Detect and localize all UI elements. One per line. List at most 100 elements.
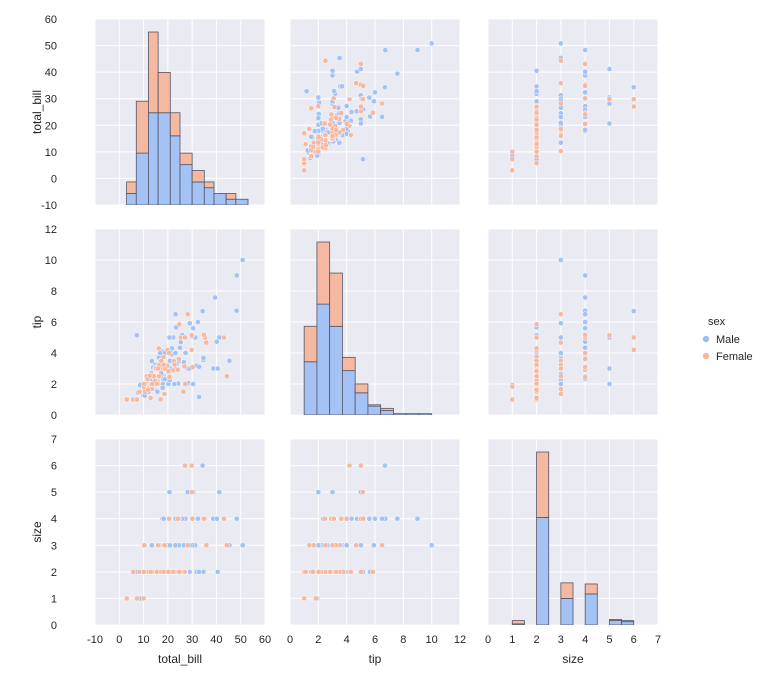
scatter-point-male xyxy=(336,55,343,61)
scatter-point-female xyxy=(509,167,516,174)
scatter-point-female xyxy=(329,133,336,139)
hist-bar-female xyxy=(380,407,394,411)
scatter-point-female xyxy=(379,542,385,549)
scatter-point-female xyxy=(166,515,172,522)
scatter-point-female xyxy=(203,339,210,346)
scatter-point-female xyxy=(333,115,339,121)
scatter-point-male xyxy=(239,542,246,549)
scatter-point-female xyxy=(166,374,173,380)
scatter-point-female xyxy=(558,339,564,346)
scatter-point-female xyxy=(134,396,140,403)
scatter-point-female xyxy=(333,569,339,575)
scatter-point-male xyxy=(213,515,220,522)
scatter-point-female xyxy=(155,542,161,549)
scatter-point-female xyxy=(558,391,564,397)
scatter-point-male xyxy=(558,120,564,126)
scatter-point-female xyxy=(322,542,329,549)
scatter-point-male xyxy=(357,542,364,549)
panel-total_bill-vs-total_bill xyxy=(94,18,266,206)
hist-bar-male xyxy=(316,303,331,415)
scatter-point-female xyxy=(188,489,195,495)
scatter-point-male xyxy=(196,394,202,400)
y-tick-label: 2 xyxy=(51,379,57,391)
scatter-point-female xyxy=(165,368,172,374)
scatter-point-female xyxy=(157,396,164,403)
panel-content xyxy=(511,451,635,625)
scatter-point-female xyxy=(533,116,540,123)
legend-label-female: Female xyxy=(716,351,753,363)
scatter-point-female xyxy=(630,103,637,110)
hist-bar-female xyxy=(157,71,171,114)
scatter-point-female xyxy=(155,365,161,372)
scatter-point-female xyxy=(606,96,613,102)
scatter-point-female xyxy=(147,395,154,401)
scatter-point-female xyxy=(558,126,564,132)
scatter-point-male xyxy=(199,308,206,314)
scatter-point-female xyxy=(130,569,137,575)
scatter-point-female xyxy=(370,109,376,116)
scatter-point-male xyxy=(166,489,173,495)
x-tick-label: 20 xyxy=(162,634,174,646)
hist-bar-female xyxy=(316,241,331,305)
hist-bar-male xyxy=(169,135,181,205)
scatter-point-female xyxy=(533,361,540,368)
hist-bar-female xyxy=(169,112,181,137)
scatter-point-female xyxy=(315,139,322,146)
hist-bar-male xyxy=(405,413,420,415)
x-tick-label: 5 xyxy=(606,634,612,646)
panel-tip-vs-tip xyxy=(289,228,461,416)
hist-bar-male xyxy=(148,112,159,205)
scatter-point-female xyxy=(533,160,540,166)
scatter-point-male xyxy=(172,350,179,356)
hist-bar-male xyxy=(393,413,407,415)
scatter-point-male xyxy=(190,325,196,332)
scatter-point-male xyxy=(630,84,637,91)
scatter-point-male xyxy=(533,83,540,90)
scatter-point-male xyxy=(233,272,240,279)
scatter-point-female xyxy=(188,347,195,353)
scatter-point-female xyxy=(630,334,637,341)
scatter-point-female xyxy=(321,120,328,127)
panel-content xyxy=(303,241,433,415)
scatter-point-male xyxy=(533,88,540,95)
scatter-point-female xyxy=(353,80,360,87)
scatter-point-female xyxy=(582,95,588,102)
scatter-point-female xyxy=(136,388,143,395)
scatter-point-female xyxy=(357,108,364,115)
y-tick-label: 10 xyxy=(45,147,57,159)
scatter-point-male xyxy=(216,489,223,495)
scatter-point-female xyxy=(176,321,183,328)
scatter-point-female xyxy=(141,542,148,549)
scatter-point-male xyxy=(171,381,178,387)
x-tick-label: 12 xyxy=(454,634,466,646)
scatter-point-male xyxy=(239,257,246,263)
scatter-point-female xyxy=(322,142,329,149)
scatter-point-male xyxy=(186,320,193,327)
scatter-point-male xyxy=(558,350,564,356)
scatter-point-female xyxy=(224,373,230,380)
scatter-point-female xyxy=(176,569,183,575)
hist-bar-male xyxy=(418,413,433,415)
panel-tip-vs-size xyxy=(487,228,659,416)
y-tick-label: 60 xyxy=(45,14,57,26)
y-tick-label: 4 xyxy=(51,514,57,526)
y-tick-label: 12 xyxy=(45,224,57,236)
scatter-point-female xyxy=(145,386,151,393)
scatter-point-male xyxy=(357,120,364,127)
x-tick-label: 2 xyxy=(315,634,321,646)
hist-bar-female xyxy=(609,619,622,621)
hist-bar-male xyxy=(191,181,205,205)
scatter-point-male xyxy=(182,350,189,356)
scatter-point-female xyxy=(533,368,540,374)
scatter-point-female xyxy=(140,569,147,575)
scatter-point-female xyxy=(301,595,308,602)
scatter-point-female xyxy=(558,57,564,64)
scatter-point-male xyxy=(414,515,421,522)
scatter-point-female xyxy=(156,373,162,380)
scatter-point-female xyxy=(166,350,172,356)
scatter-point-female xyxy=(509,156,516,163)
scatter-point-female xyxy=(360,515,367,522)
scatter-point-female xyxy=(322,132,329,138)
scatter-point-male xyxy=(582,89,588,96)
